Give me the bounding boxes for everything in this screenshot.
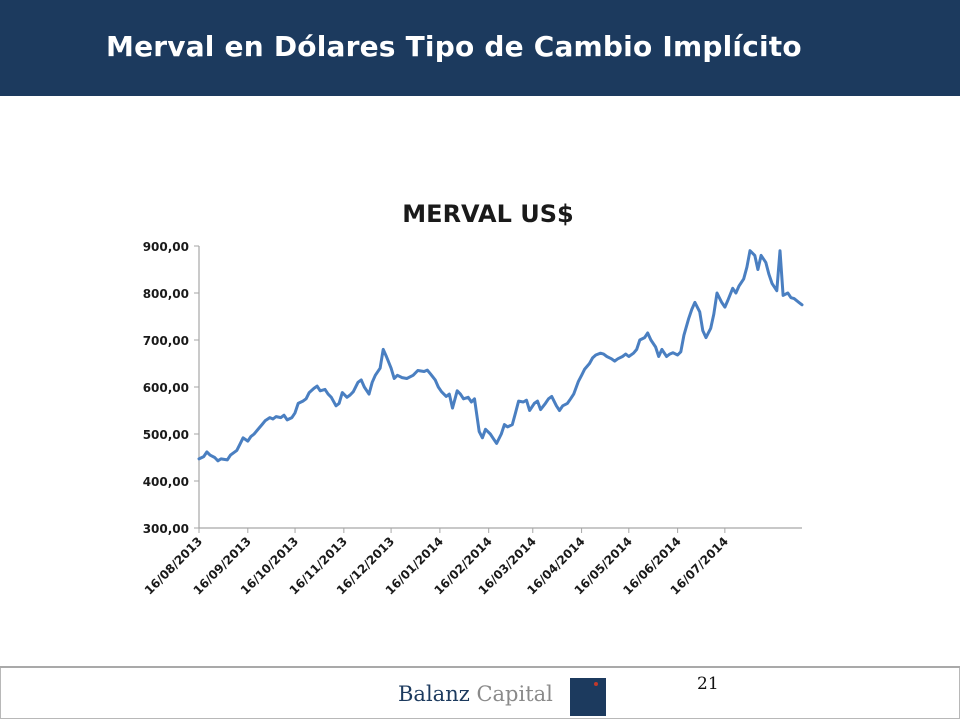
chart-area: MERVAL US$ 300,00 400,00 500,00 600,00 700,0… xyxy=(0,96,960,666)
y-tick-label: 700,00 xyxy=(143,334,189,348)
y-tick-label: 400,00 xyxy=(143,475,189,489)
brand-secondary: Capital xyxy=(476,682,553,706)
y-tick-label: 600,00 xyxy=(143,381,189,395)
brand-logo-icon xyxy=(570,678,606,716)
series-line-merval-usd xyxy=(197,249,804,463)
y-axis-ticks: 300,00 400,00 500,00 600,00 700,00 800,00 900,… xyxy=(143,240,199,536)
brand-wordmark: Balanz Capital xyxy=(398,682,553,706)
y-tick-label: 500,00 xyxy=(143,428,189,442)
chart-svg: MERVAL US$ 300,00 400,00 500,00 600,00 700,0… xyxy=(142,200,804,598)
page-title: Merval en Dólares Tipo de Cambio Implíci… xyxy=(106,30,802,63)
page-number: 21 xyxy=(697,674,719,694)
header-bar: Merval en Dólares Tipo de Cambio Implíci… xyxy=(0,0,960,96)
y-tick-label: 300,00 xyxy=(143,522,189,536)
y-tick-label: 800,00 xyxy=(143,287,189,301)
chart-series xyxy=(197,249,804,463)
brand-primary: Balanz xyxy=(398,682,470,706)
chart-title: MERVAL US$ xyxy=(402,200,573,228)
x-axis-ticks: 16/08/201316/09/201316/10/201316/11/2013… xyxy=(142,528,731,598)
footer: Balanz Capital 21 xyxy=(0,666,960,722)
y-tick-label: 900,00 xyxy=(143,240,189,254)
brand-logo-mark xyxy=(594,682,598,686)
